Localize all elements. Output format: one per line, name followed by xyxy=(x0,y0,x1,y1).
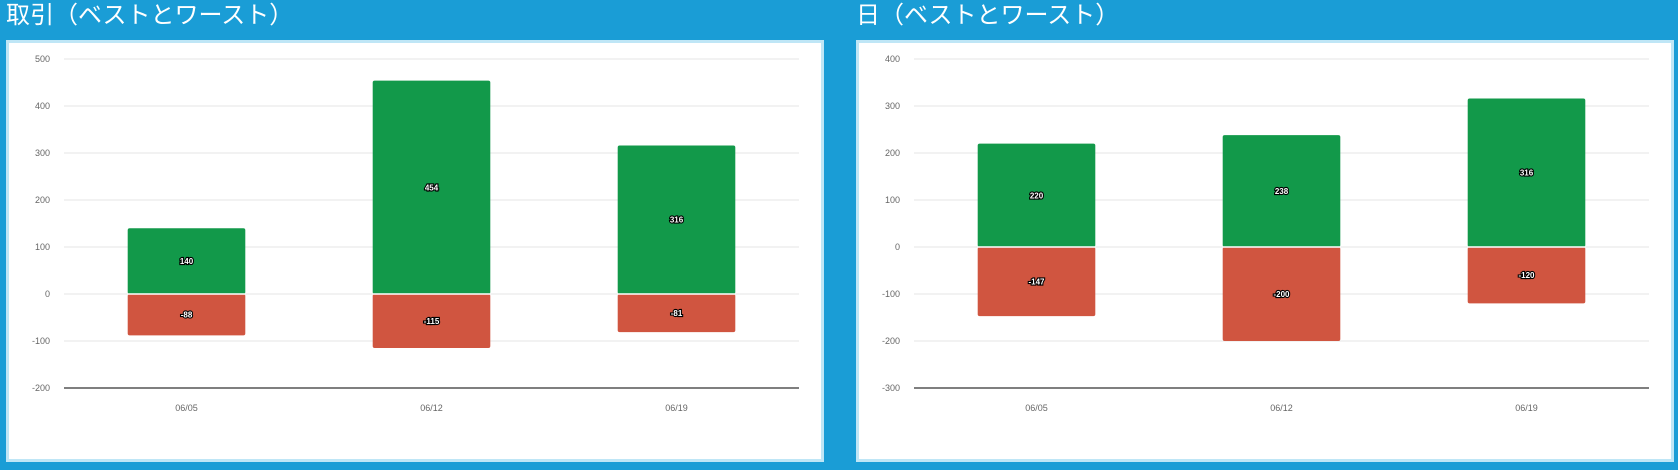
trades-x-tick-label: 06/05 xyxy=(175,403,198,413)
trades-worst-bar xyxy=(372,294,491,349)
trades-worst-value-label: -115 xyxy=(424,317,440,326)
trades-best-value-label: 316 xyxy=(670,216,684,225)
trades-y-tick-label: 100 xyxy=(35,242,50,252)
days-best-bar xyxy=(1467,98,1586,247)
chart-trades-best-worst: 500 400 300 200 100 0 -100 -200 140 -88 06/05 454 -1… xyxy=(32,54,799,413)
days-x-tick-label: 06/12 xyxy=(1270,403,1293,413)
trades-worst-value-label: -81 xyxy=(671,309,683,318)
trades-y-tick-label: 0 xyxy=(45,289,50,299)
trades-x-tick-label: 06/12 xyxy=(420,403,443,413)
trades-x-tick-label: 06/19 xyxy=(665,403,688,413)
trades-worst-bar xyxy=(617,294,736,333)
trades-y-tick-label: 200 xyxy=(35,195,50,205)
days-worst-bar xyxy=(1467,247,1586,304)
trades-best-bar xyxy=(617,145,736,294)
days-y-tick-label: 0 xyxy=(895,242,900,252)
chart-days-best-worst: 400 300 200 100 0 -100 -200 -300 220 -147 06/05 238… xyxy=(882,54,1649,413)
days-best-value-label: 238 xyxy=(1275,187,1289,196)
chart-panel-trades: 500 400 300 200 100 0 -100 -200 140 -88 06/05 454 -1… xyxy=(6,40,824,462)
days-worst-value-label: -120 xyxy=(1518,271,1535,280)
days-x-tick-label: 06/19 xyxy=(1515,403,1538,413)
days-y-tick-label: 200 xyxy=(885,148,900,158)
days-best-value-label: 220 xyxy=(1030,191,1044,200)
trades-y-tick-label: -100 xyxy=(32,336,50,346)
days-y-tick-label: -100 xyxy=(882,289,900,299)
days-worst-value-label: -200 xyxy=(1273,290,1290,299)
trades-best-bar xyxy=(127,228,246,294)
days-worst-value-label: -147 xyxy=(1028,278,1045,287)
trades-y-tick-label: 400 xyxy=(35,101,50,111)
days-best-bar xyxy=(1222,135,1341,247)
trades-best-value-label: 454 xyxy=(425,183,439,192)
trades-y-tick-label: 300 xyxy=(35,148,50,158)
days-x-tick-label: 06/05 xyxy=(1025,403,1048,413)
days-y-tick-label: 300 xyxy=(885,101,900,111)
days-y-tick-label: -200 xyxy=(882,336,900,346)
days-worst-bar xyxy=(977,247,1096,317)
trades-best-bar xyxy=(372,80,491,294)
chart-panel-days: 400 300 200 100 0 -100 -200 -300 220 -147 06/05 238… xyxy=(856,40,1674,462)
days-best-bar xyxy=(977,143,1096,247)
days-y-tick-label: -300 xyxy=(882,383,900,393)
days-best-value-label: 316 xyxy=(1520,169,1534,178)
trades-worst-value-label: -88 xyxy=(181,311,193,320)
trades-y-tick-label: -200 xyxy=(32,383,50,393)
chart-title-days: 日（ベストとワースト） xyxy=(856,1,1120,29)
days-y-tick-label: 400 xyxy=(885,54,900,64)
trades-worst-bar xyxy=(127,294,246,336)
trades-best-value-label: 140 xyxy=(180,257,194,266)
trades-y-tick-label: 500 xyxy=(35,54,50,64)
chart-title-trades: 取引（ベストとワースト） xyxy=(6,1,294,29)
days-y-tick-label: 100 xyxy=(885,195,900,205)
days-worst-bar xyxy=(1222,247,1341,341)
